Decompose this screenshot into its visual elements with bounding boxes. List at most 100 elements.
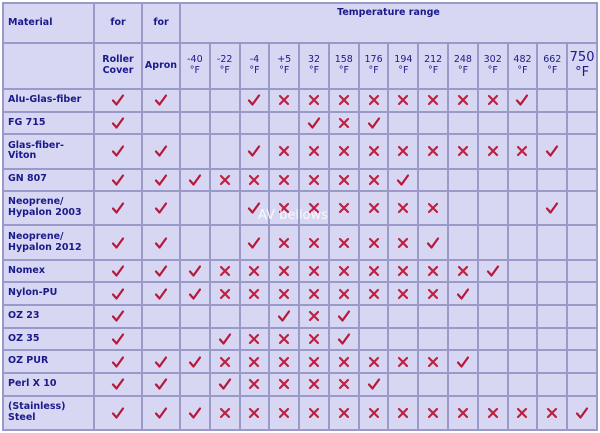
check-icon (143, 377, 179, 391)
apron-cell (143, 135, 179, 168)
cross-icon (330, 94, 358, 106)
cross-icon (360, 407, 388, 419)
temp-cell (359, 226, 388, 259)
check-icon (95, 377, 141, 391)
material-name: (Stainless) Steel (4, 396, 93, 429)
temp-cell (240, 169, 269, 191)
material-name-line: OZ PUR (8, 355, 49, 367)
temp-cell (359, 135, 388, 168)
apron-cell (143, 328, 179, 350)
temp-cell (300, 169, 328, 191)
temp-unit: °F (219, 65, 230, 76)
check-icon (181, 264, 209, 278)
cross-icon (360, 265, 388, 277)
check-icon (95, 287, 141, 301)
cross-icon (211, 356, 239, 368)
temp-cell (508, 373, 537, 395)
table-row: Nylon-PU (4, 283, 596, 304)
check-icon (95, 309, 141, 323)
check-icon (449, 355, 477, 369)
cross-icon (211, 265, 239, 277)
material-name-line: Alu-Glas-fiber (8, 93, 82, 105)
check-icon (389, 173, 417, 187)
temp-cell (329, 90, 358, 111)
check-icon (211, 377, 239, 391)
cross-icon (330, 237, 358, 249)
material-name-line: Steel (8, 411, 36, 423)
temp-cell (181, 169, 209, 191)
temp-cell (270, 169, 299, 191)
roller-cover-cell (95, 192, 141, 225)
cross-icon (330, 202, 358, 214)
check-icon (143, 144, 179, 158)
material-name-line: FG 715 (8, 116, 46, 128)
temp-value: 158 (334, 54, 353, 66)
apron-header: Apron (143, 44, 179, 88)
temp-unit: °F (457, 65, 469, 76)
cross-icon (389, 202, 417, 214)
temp-cell (449, 373, 477, 395)
temp-cell (329, 226, 358, 259)
temp-cell (359, 260, 388, 282)
check-icon (241, 201, 269, 215)
cross-icon (419, 145, 447, 157)
temperature-range-header: Temperature range (181, 4, 596, 42)
temp-cell (181, 283, 209, 304)
temp-cell (508, 135, 537, 168)
temp-cell (389, 192, 418, 225)
cross-icon (330, 265, 358, 277)
temp-cell (359, 351, 388, 372)
temp-cell (419, 283, 448, 304)
temp-cell (449, 226, 477, 259)
cross-icon (360, 237, 388, 249)
temp-cell (478, 112, 507, 134)
check-icon (143, 236, 179, 250)
material-name: Neoprene/Hypalon 2003 (4, 192, 93, 225)
temp-unit: °F (398, 65, 409, 76)
roller-cover-cell (95, 226, 141, 259)
temp-cell (300, 192, 328, 225)
apron-cell (143, 396, 179, 429)
temp-cell (449, 396, 477, 429)
temp-cell (538, 305, 567, 327)
temp-cell (210, 373, 239, 395)
material-name: Alu-Glas-fiber (4, 90, 93, 111)
temp-unit: °F (249, 65, 260, 76)
temp-header-12: 662 °F (538, 44, 567, 88)
cross-icon (509, 407, 537, 419)
roller-cover-cell (95, 373, 141, 395)
check-icon (143, 264, 179, 278)
cross-icon (330, 288, 358, 300)
table-row: Perl X 10 (4, 373, 596, 395)
temp-value: -4 (249, 54, 260, 66)
material-name: OZ 35 (4, 328, 93, 350)
temp-cell (508, 328, 537, 350)
temp-unit: °F (368, 65, 379, 76)
temp-cell (478, 135, 507, 168)
temp-cell (419, 260, 448, 282)
temp-cell (329, 112, 358, 134)
cross-icon (360, 288, 388, 300)
material-name-line: Hypalon 2003 (8, 207, 82, 219)
temp-cell (419, 90, 448, 111)
temp-header-10: 302 °F (478, 44, 507, 88)
temp-cell (210, 328, 239, 350)
temp-cell (419, 351, 448, 372)
check-icon (241, 93, 269, 107)
temp-cell (181, 112, 209, 134)
temp-cell (389, 226, 418, 259)
material-name-line: Neoprene/ (8, 230, 64, 242)
check-icon (181, 173, 209, 187)
temp-cell (568, 226, 596, 259)
material-name-line: GN 807 (8, 173, 47, 185)
temp-cell (240, 135, 269, 168)
material-name: Perl X 10 (4, 373, 93, 395)
material-name-line: Perl X 10 (8, 377, 57, 389)
cross-icon (479, 407, 507, 419)
cross-icon (419, 356, 447, 368)
temp-cell (389, 260, 418, 282)
temp-cell (449, 90, 477, 111)
temp-cell (568, 169, 596, 191)
temp-cell (240, 283, 269, 304)
cross-icon (419, 288, 447, 300)
